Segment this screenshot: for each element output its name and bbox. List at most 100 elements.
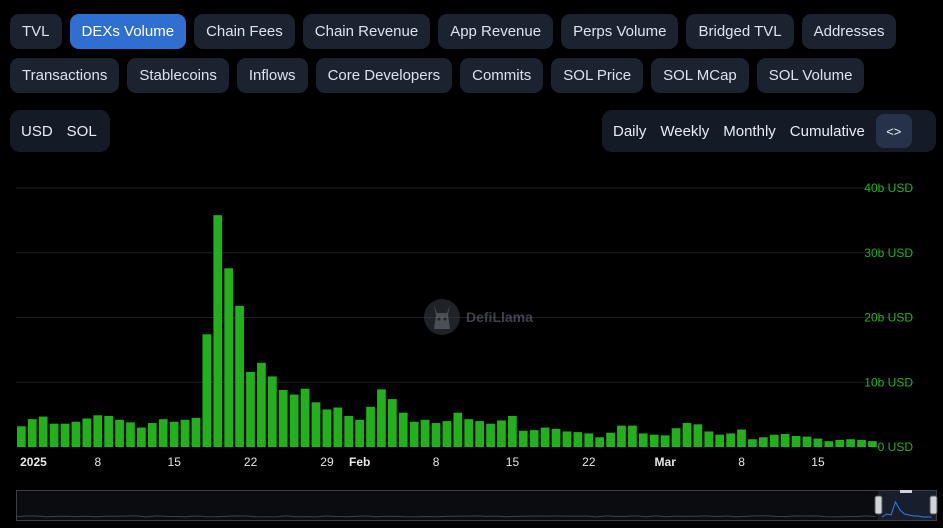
volume-bar[interactable] <box>694 424 703 447</box>
volume-bar[interactable] <box>39 417 48 447</box>
volume-bar[interactable] <box>726 433 735 447</box>
volume-bar[interactable] <box>235 306 244 447</box>
volume-bar[interactable] <box>508 416 517 447</box>
volume-bar[interactable] <box>202 334 211 447</box>
volume-bar[interactable] <box>650 435 659 447</box>
volume-bar[interactable] <box>519 431 528 447</box>
range-slider[interactable] <box>16 490 938 522</box>
tab-dexs-volume[interactable]: DEXs Volume <box>70 14 187 49</box>
volume-bar[interactable] <box>388 399 397 447</box>
volume-bar[interactable] <box>399 413 408 447</box>
tab-commits[interactable]: Commits <box>460 58 543 93</box>
volume-bar[interactable] <box>748 439 757 447</box>
cumulative-button[interactable]: Cumulative <box>783 114 872 148</box>
volume-bar[interactable] <box>464 419 473 447</box>
volume-bar[interactable] <box>792 436 801 447</box>
volume-bar[interactable] <box>126 422 135 447</box>
volume-bar[interactable] <box>453 413 462 447</box>
volume-bar[interactable] <box>377 389 386 447</box>
weekly-button[interactable]: Weekly <box>653 114 716 148</box>
tab-stablecoins[interactable]: Stablecoins <box>127 58 229 93</box>
tab-chain-revenue[interactable]: Chain Revenue <box>303 14 430 49</box>
volume-bar[interactable] <box>824 441 833 447</box>
usd-button[interactable]: USD <box>14 114 60 148</box>
volume-bar[interactable] <box>312 402 321 447</box>
volume-bar[interactable] <box>552 429 561 447</box>
volume-bar[interactable] <box>541 428 550 447</box>
range-slider-selection[interactable] <box>878 491 936 520</box>
volume-bar[interactable] <box>475 421 484 447</box>
tab-sol-mcap[interactable]: SOL MCap <box>651 58 749 93</box>
volume-bar[interactable] <box>61 424 70 447</box>
volume-bar[interactable] <box>443 421 452 447</box>
volume-bar[interactable] <box>82 419 91 447</box>
volume-bar[interactable] <box>93 415 102 447</box>
volume-bar[interactable] <box>159 419 168 447</box>
volume-bar[interactable] <box>148 423 157 447</box>
volume-bar[interactable] <box>115 420 124 447</box>
range-slider-right-handle[interactable] <box>930 496 937 514</box>
volume-bar[interactable] <box>814 439 823 447</box>
volume-bar[interactable] <box>584 433 593 447</box>
volume-bar[interactable] <box>737 430 746 447</box>
volume-bar[interactable] <box>279 390 288 447</box>
volume-bar[interactable] <box>563 431 572 447</box>
monthly-button[interactable]: Monthly <box>716 114 783 148</box>
tab-app-revenue[interactable]: App Revenue <box>438 14 553 49</box>
tab-chain-fees[interactable]: Chain Fees <box>194 14 295 49</box>
tab-inflows[interactable]: Inflows <box>237 58 308 93</box>
tab-transactions[interactable]: Transactions <box>10 58 119 93</box>
range-slider-left-handle[interactable] <box>875 496 882 514</box>
volume-bar[interactable] <box>661 435 670 447</box>
volume-bar[interactable] <box>137 428 146 447</box>
volume-bar[interactable] <box>486 424 495 447</box>
volume-bar[interactable] <box>868 441 877 447</box>
volume-bar[interactable] <box>224 268 233 447</box>
volume-bar[interactable] <box>246 372 255 447</box>
volume-bar[interactable] <box>257 363 266 447</box>
volume-bar[interactable] <box>421 420 430 447</box>
volume-bar[interactable] <box>323 409 332 447</box>
volume-bar[interactable] <box>497 420 506 447</box>
tab-bridged-tvl[interactable]: Bridged TVL <box>686 14 793 49</box>
volume-bar[interactable] <box>639 433 648 447</box>
volume-bar[interactable] <box>344 416 353 447</box>
volume-bar[interactable] <box>28 419 37 447</box>
volume-bar[interactable] <box>268 376 277 447</box>
volume-bar[interactable] <box>846 439 855 447</box>
sol-button[interactable]: SOL <box>60 114 104 148</box>
tab-core-developers[interactable]: Core Developers <box>316 58 453 93</box>
volume-bar[interactable] <box>781 434 790 447</box>
tab-sol-price[interactable]: SOL Price <box>551 58 643 93</box>
volume-bar[interactable] <box>17 426 26 447</box>
embed-code-button[interactable]: <> <box>876 114 912 148</box>
volume-bar[interactable] <box>683 423 692 447</box>
tab-sol-volume[interactable]: SOL Volume <box>757 58 865 93</box>
volume-bar[interactable] <box>835 440 844 447</box>
volume-bar[interactable] <box>181 420 190 447</box>
tab-tvl[interactable]: TVL <box>10 14 62 49</box>
volume-bar[interactable] <box>104 416 113 447</box>
volume-bar[interactable] <box>595 437 604 447</box>
volume-bar[interactable] <box>715 435 724 447</box>
volume-bar[interactable] <box>628 426 637 447</box>
volume-bar[interactable] <box>366 407 375 447</box>
tab-perps-volume[interactable]: Perps Volume <box>561 14 678 49</box>
volume-bar[interactable] <box>213 215 222 447</box>
volume-bar[interactable] <box>617 426 626 447</box>
volume-bar[interactable] <box>192 418 201 447</box>
volume-bar[interactable] <box>72 422 81 447</box>
volume-bar[interactable] <box>672 428 681 447</box>
volume-bar[interactable] <box>432 423 441 447</box>
volume-bar[interactable] <box>301 389 310 447</box>
volume-bar[interactable] <box>333 408 342 447</box>
volume-bar[interactable] <box>704 431 713 447</box>
range-slider-drag-grip[interactable] <box>900 490 912 493</box>
volume-bar[interactable] <box>50 424 59 447</box>
volume-bar[interactable] <box>803 437 812 447</box>
volume-bar[interactable] <box>606 433 615 447</box>
volume-bar[interactable] <box>290 395 299 447</box>
volume-bar[interactable] <box>410 422 419 447</box>
volume-bar[interactable] <box>170 422 179 447</box>
volume-bar[interactable] <box>530 430 539 447</box>
